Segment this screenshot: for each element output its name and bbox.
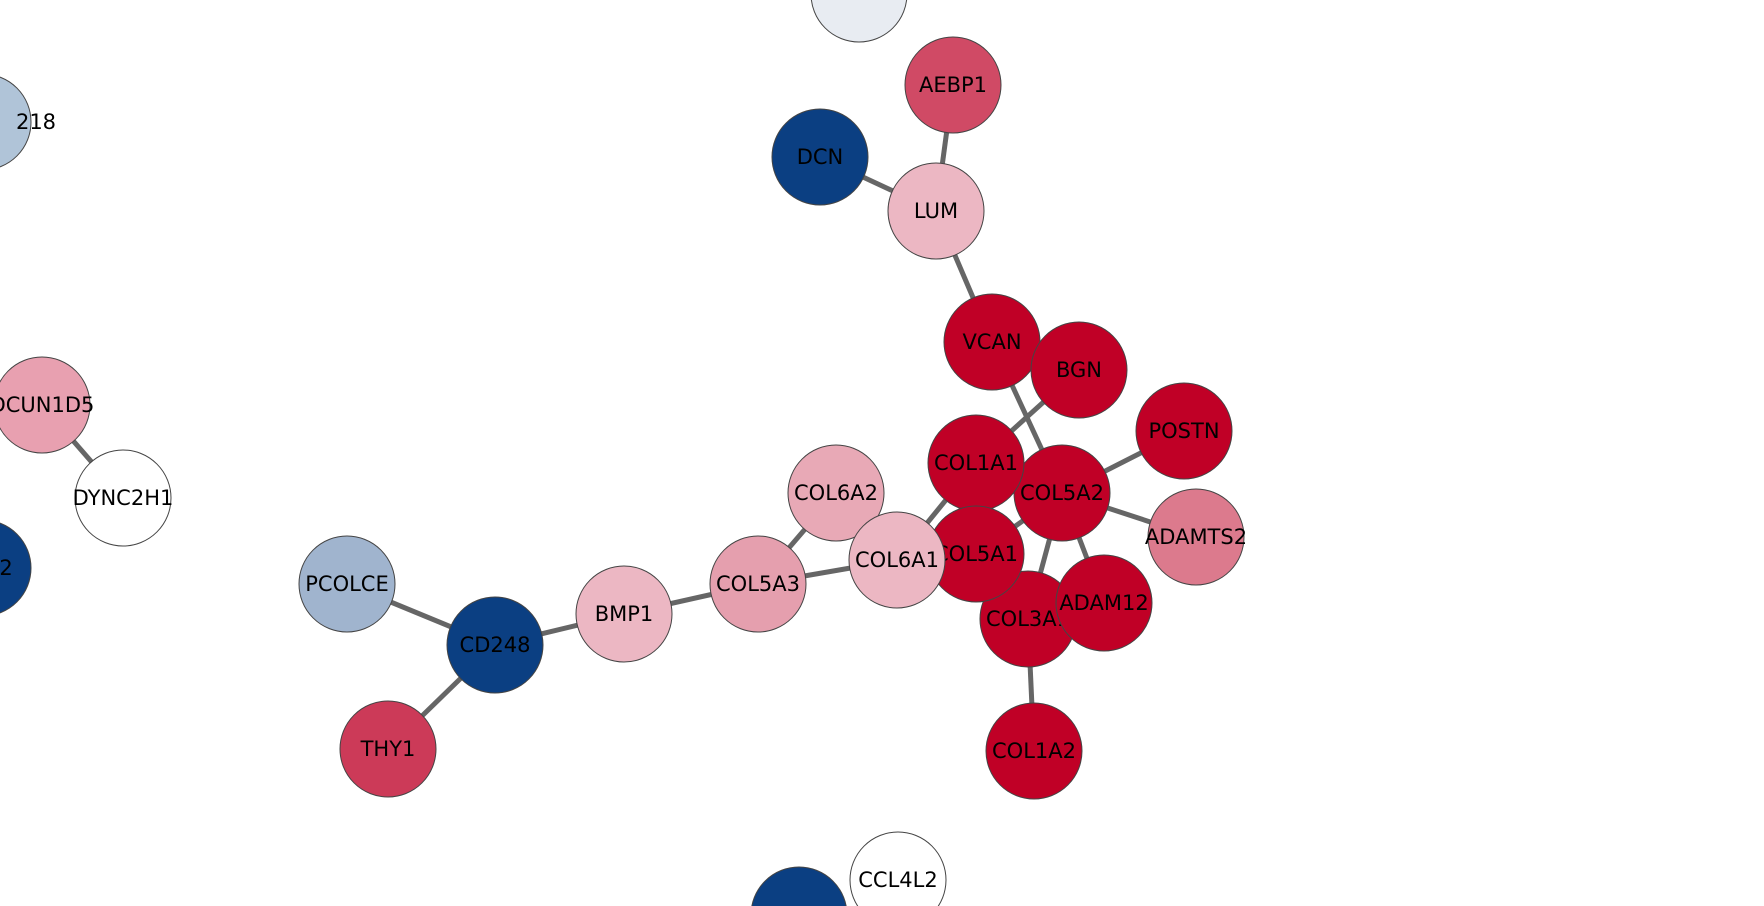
node-label: COL1A1 — [934, 451, 1018, 475]
node-circle — [0, 522, 32, 614]
node-label: DYNC2H1 — [73, 486, 174, 510]
node: COL1A1 — [927, 414, 1025, 512]
node-label: ADAMTS2 — [1145, 525, 1247, 549]
node-label: COL6A2 — [794, 481, 878, 505]
node-circle — [787, 444, 885, 542]
node: 218 — [0, 76, 56, 168]
node: COL5A3 — [709, 535, 807, 633]
node-label: 2 — [0, 556, 13, 580]
node-circle — [849, 831, 947, 906]
node-circle — [446, 596, 544, 694]
node-label: ADAM12 — [1059, 591, 1148, 615]
node — [751, 866, 847, 906]
node-label: AEBP1 — [919, 73, 987, 97]
node — [810, 0, 908, 43]
nodes: AEBP1 DCN LUM VCAN BGN POSTN ADAMTS2 COL6A2 COL5… — [0, 0, 1247, 906]
node-circle — [887, 162, 985, 260]
node-label: THY1 — [360, 737, 416, 761]
node-circle — [575, 565, 673, 663]
node: COL1A2 — [985, 702, 1083, 800]
node-label: CD248 — [460, 633, 531, 657]
node-circle — [74, 449, 172, 547]
node-circle — [848, 511, 946, 609]
node-circle — [339, 700, 437, 798]
node: POSTN — [1135, 382, 1233, 480]
node-label: VCAN — [962, 330, 1021, 354]
node: DCUN1D5 — [0, 356, 94, 454]
node-circle — [1135, 382, 1233, 480]
node-circle — [709, 535, 807, 633]
node: DYNC2H1 — [73, 449, 174, 547]
node: COL5A1 — [927, 505, 1025, 603]
node: COL6A2 — [787, 444, 885, 542]
node-label: COL5A1 — [934, 542, 1018, 566]
node-label: DCUN1D5 — [0, 393, 94, 417]
node: ADAMTS2 — [1145, 488, 1247, 586]
node-label: COL1A2 — [992, 739, 1076, 763]
node: CCL4L2 — [849, 831, 947, 906]
node-circle — [1055, 554, 1153, 652]
node: BMP1 — [575, 565, 673, 663]
node: ADAM12 — [1055, 554, 1153, 652]
node-label: BGN — [1056, 358, 1102, 382]
node-circle — [0, 76, 32, 168]
node-label: COL5A2 — [1020, 481, 1104, 505]
node-label: COL3A1 — [986, 607, 1070, 631]
node-label: POSTN — [1148, 419, 1219, 443]
node: LUM — [887, 162, 985, 260]
node-label: DCN — [797, 145, 844, 169]
node-label: LUM — [914, 199, 958, 223]
node: BGN — [1030, 321, 1128, 419]
node-label: COL6A1 — [855, 548, 939, 572]
node-circle — [771, 108, 869, 206]
node-label: 218 — [16, 110, 56, 134]
node-circle — [1030, 321, 1128, 419]
node: AEBP1 — [904, 36, 1002, 134]
node: COL6A1 — [848, 511, 946, 609]
node-label: BMP1 — [595, 602, 654, 626]
node: 2 — [0, 522, 32, 614]
node: COL5A2 — [1013, 444, 1111, 542]
node-circle — [904, 36, 1002, 134]
node-circle — [985, 702, 1083, 800]
node-circle — [298, 535, 396, 633]
node-label: CCL4L2 — [858, 868, 937, 892]
node-circle — [1147, 488, 1245, 586]
node: COL3A1 — [979, 570, 1077, 668]
node: THY1 — [339, 700, 437, 798]
node: PCOLCE — [298, 535, 396, 633]
node-label: COL5A3 — [716, 572, 800, 596]
node-circle — [0, 356, 91, 454]
node: CD248 — [446, 596, 544, 694]
node: DCN — [771, 108, 869, 206]
node: VCAN — [943, 293, 1041, 391]
node-label: PCOLCE — [305, 572, 389, 596]
